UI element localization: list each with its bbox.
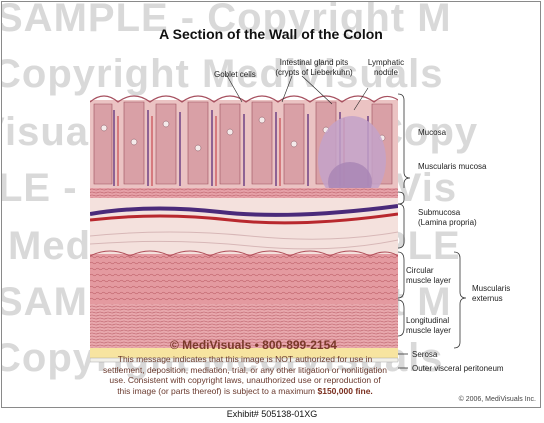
label-submucosa: Submucosa (Lamina propria) bbox=[418, 208, 477, 227]
warning-fine: $150,000 fine. bbox=[317, 385, 373, 396]
exhibit-number: Exhibit# 505138-01XG bbox=[226, 409, 318, 419]
watermark-text: SAMPLE - Copyright M bbox=[1, 1, 452, 40]
label-serosa: Serosa bbox=[412, 350, 438, 359]
label-intestinal-gland-pits: Intestinal gland pits (crypts of Lieberk… bbox=[275, 58, 353, 77]
copyright-warning-message: This message indicates that this image i… bbox=[102, 354, 388, 396]
label-goblet-cells: Goblet cells bbox=[214, 70, 256, 79]
colon-wall-illustration bbox=[90, 95, 398, 363]
image-frame: SAMPLE - Copyright M Copyright MediVisua… bbox=[1, 1, 541, 408]
label-muscularis-externus: Muscularis externus bbox=[472, 284, 511, 303]
warning-text: This message indicates that this image i… bbox=[103, 354, 387, 396]
muscularis-externus-bracket bbox=[453, 251, 466, 349]
top-leader-lines bbox=[225, 73, 369, 111]
layer-brackets bbox=[397, 93, 411, 369]
label-lymphatic-nodule: Lymphatic nodule bbox=[367, 58, 405, 77]
label-outer-visceral-peritoneum: Outer visceral peritoneum bbox=[412, 364, 504, 373]
serosa-layer bbox=[90, 348, 398, 358]
label-mucosa: Mucosa bbox=[418, 128, 447, 137]
copyright-phone-line: © MediVisuals • 800-899-2154 bbox=[170, 338, 337, 352]
credit-line: © 2006, MediVisuals Inc. bbox=[458, 396, 536, 403]
diagram-title: A Section of the Wall of the Colon bbox=[159, 26, 383, 42]
watermark-text: Copyright MediVisuals bbox=[1, 52, 444, 96]
label-longitudinal-muscle-layer: Longitudinal muscle layer bbox=[406, 316, 451, 335]
label-circular-muscle-layer: Circular muscle layer bbox=[406, 266, 451, 285]
label-muscularis-mucosa: Muscularis mucosa bbox=[418, 162, 487, 171]
